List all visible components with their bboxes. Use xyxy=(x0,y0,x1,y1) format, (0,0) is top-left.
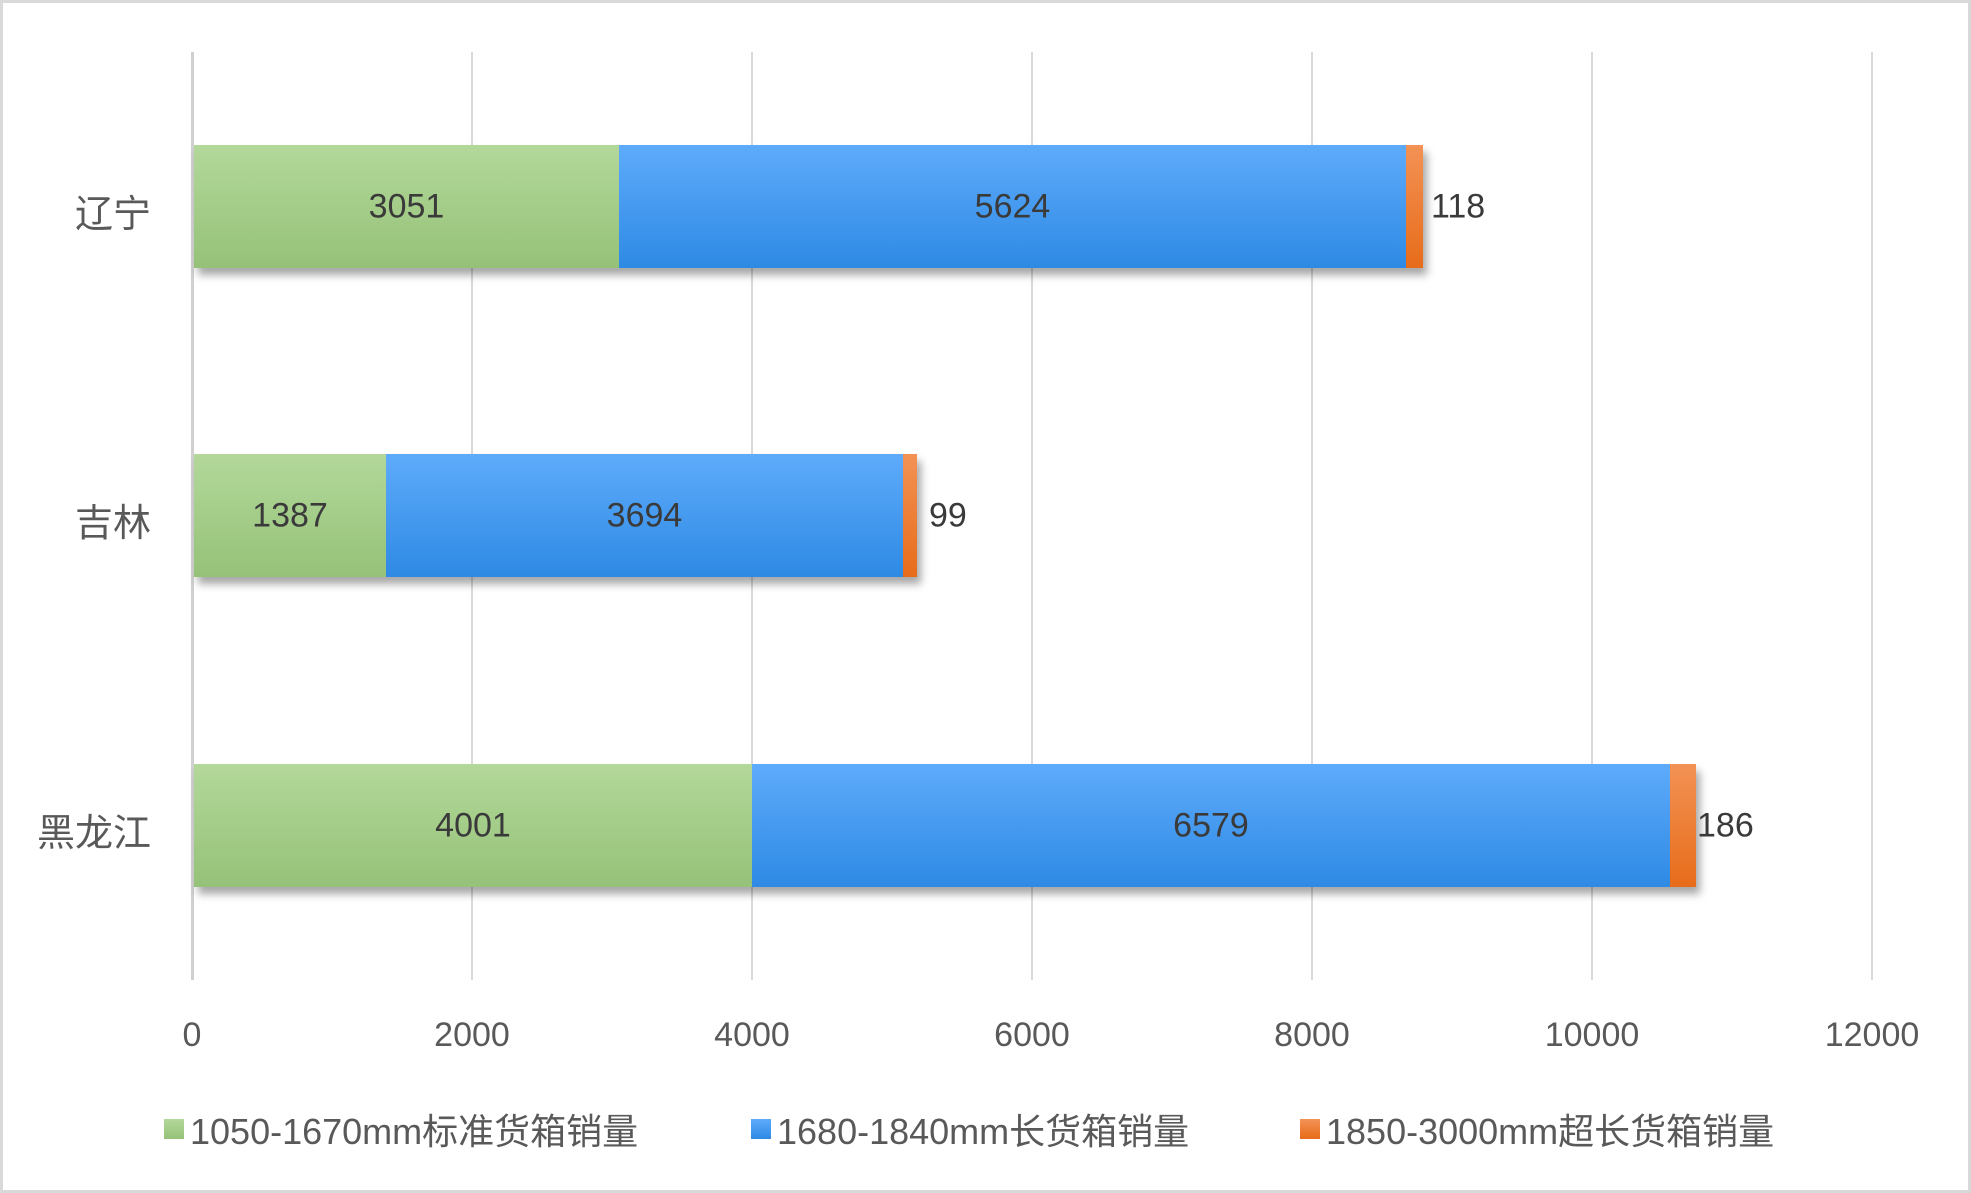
data-label: 4001 xyxy=(435,806,511,844)
legend-label: 1680-1840mm长货箱销量 xyxy=(777,1111,1190,1152)
category-label-liaoning: 辽宁 xyxy=(74,192,151,236)
legend-item-long[interactable]: 1680-1840mm长货箱销量 xyxy=(751,1104,1189,1154)
data-label-extra-long: 186 xyxy=(1697,806,1754,845)
gridline-6000 xyxy=(1031,52,1033,980)
bar-segment-standard: 4001 xyxy=(194,764,752,887)
x-tick-label: 6000 xyxy=(994,1016,1070,1054)
data-label: 5624 xyxy=(974,187,1051,225)
bar-segment-long: 3694 xyxy=(386,454,903,577)
bar-segment-long: 5624 xyxy=(619,145,1406,268)
bar-segment-extra-long xyxy=(903,454,917,577)
data-label: 3051 xyxy=(368,187,445,225)
gridline-12000 xyxy=(1871,52,1873,980)
data-label: 6579 xyxy=(1173,806,1249,844)
x-tick-label: 2000 xyxy=(434,1016,510,1054)
legend-item-extra-long[interactable]: 1850-3000mm超长货箱销量 xyxy=(1300,1104,1774,1154)
legend-label: 1050-1670mm标准货箱销量 xyxy=(190,1111,639,1152)
x-tick-label: 4000 xyxy=(714,1016,790,1054)
bar-segment-extra-long xyxy=(1670,764,1696,887)
bar-heilongjiang: 4001 6579 xyxy=(194,764,1696,887)
x-tick-label: 8000 xyxy=(1274,1016,1350,1054)
category-label-jilin: 吉林 xyxy=(74,501,151,545)
bar-jilin: 1387 3694 xyxy=(194,454,917,577)
x-tick-label: 12000 xyxy=(1824,1016,1920,1054)
data-label-extra-long: 118 xyxy=(1431,187,1486,226)
legend-marker-green-square-icon xyxy=(164,1119,184,1139)
data-label: 3694 xyxy=(606,496,683,534)
gridline-8000 xyxy=(1311,52,1313,980)
legend-label: 1850-3000mm超长货箱销量 xyxy=(1326,1111,1775,1152)
bar-liaoning: 3051 5624 xyxy=(194,145,1423,268)
gridline-10000 xyxy=(1591,52,1593,980)
y-axis-line xyxy=(191,52,194,980)
bar-segment-standard: 1387 xyxy=(194,454,386,577)
bar-segment-long: 6579 xyxy=(752,764,1670,887)
legend-marker-orange-square-icon xyxy=(1300,1119,1320,1139)
legend-marker-blue-square-icon xyxy=(751,1119,771,1139)
data-label: 1387 xyxy=(252,496,328,534)
x-tick-label: 0 xyxy=(182,1016,202,1054)
data-label-extra-long: 99 xyxy=(929,496,967,535)
bar-segment-extra-long xyxy=(1406,145,1423,268)
category-label-heilongjiang: 黑龙江 xyxy=(36,811,151,855)
legend: 1050-1670mm标准货箱销量 1680-1840mm长货箱销量 1850-… xyxy=(0,1104,1971,1154)
legend-item-standard[interactable]: 1050-1670mm标准货箱销量 xyxy=(164,1104,638,1154)
x-tick-label: 10000 xyxy=(1544,1016,1640,1054)
bar-segment-standard: 3051 xyxy=(194,145,619,268)
